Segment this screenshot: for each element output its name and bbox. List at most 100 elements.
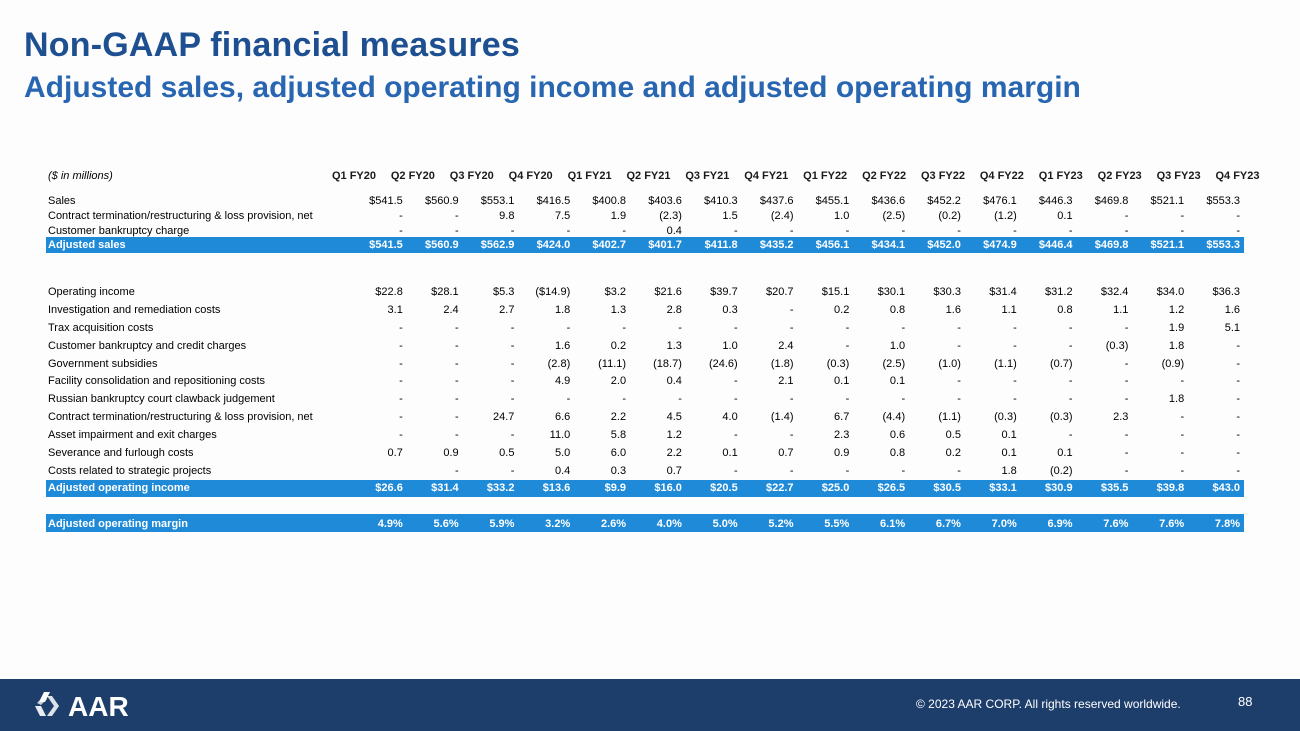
cell-value: $43.0 xyxy=(1188,480,1244,496)
cell-value: (2.3) xyxy=(659,209,682,222)
cell-value: - xyxy=(1236,393,1240,406)
cell-value: 0.4 xyxy=(666,224,682,237)
cell-value: 3.2% xyxy=(518,515,575,532)
cell-value: - xyxy=(622,321,627,334)
cell-value: - xyxy=(399,429,403,442)
adjusted-sales-table: Adjusted sales $541.5 $560.9 $562.9 $424.0 $4… xyxy=(46,237,1244,252)
operating-income-table: Operating income $22.8 $28.1 $5.3 ($14.9) $3.… xyxy=(46,283,1244,480)
cell-value: 7.5 xyxy=(554,209,571,222)
cell-value: (0.2) xyxy=(938,209,961,222)
column-header: Q2 FY22 xyxy=(862,170,907,182)
cell-value: - xyxy=(454,224,459,237)
cell-value: $34.0 xyxy=(1156,285,1185,298)
adjusted-operating-income-table: Adjusted operating income $26.6 $31.4 $33.2… xyxy=(46,480,1244,496)
logo-text: AAR xyxy=(68,691,129,722)
cell-value: - xyxy=(1236,357,1240,370)
cell-value: (1.1) xyxy=(994,357,1017,370)
cell-value: - xyxy=(1013,393,1017,406)
cell-value: 0.3 xyxy=(722,303,738,316)
cell-value: 6.9% xyxy=(1020,515,1077,532)
cell-value: 7.8% xyxy=(1188,515,1244,532)
cell-value: - xyxy=(399,357,403,370)
cell-value: $30.3 xyxy=(933,285,961,298)
cell-value: $26.6 xyxy=(351,480,407,496)
cell-value: 0.8 xyxy=(889,446,906,459)
cell-value: $39.7 xyxy=(710,285,738,298)
row-label: Adjusted operating income xyxy=(46,480,351,496)
cell-value: 2.8 xyxy=(666,303,682,316)
cell-value: - xyxy=(1124,429,1129,442)
cell-value: - xyxy=(734,464,738,477)
cell-value: (1.2) xyxy=(994,209,1017,222)
cell-value: $476.1 xyxy=(983,194,1017,207)
cell-value: 5.8 xyxy=(610,429,627,442)
cell-value: - xyxy=(734,429,738,442)
cell-value: - xyxy=(1068,375,1073,388)
cell-value: $469.8 xyxy=(1076,237,1133,252)
cell-value: 1.1 xyxy=(1113,303,1129,316)
cell-value: $20.7 xyxy=(765,285,794,298)
cell-value: - xyxy=(1180,446,1185,459)
cell-value: (11.1) xyxy=(598,357,627,370)
row-label: Sales xyxy=(48,194,76,207)
cell-value: $33.1 xyxy=(964,480,1021,496)
cell-value: $31.4 xyxy=(406,480,463,496)
cell-value: 0.1 xyxy=(1057,209,1073,222)
row-label: Customer bankruptcy charge xyxy=(48,224,190,237)
cell-value: - xyxy=(845,464,850,477)
cell-value: $30.1 xyxy=(877,285,906,298)
row-label: Government subsidies xyxy=(48,357,158,370)
cell-value: $28.1 xyxy=(431,285,459,298)
cell-value: $411.8 xyxy=(685,237,742,252)
cell-value: - xyxy=(510,429,515,442)
table-row: Trax acquisition costs - - - - - - - - - - - - - - 1.9 5… xyxy=(46,319,1244,337)
cell-value: (2.5) xyxy=(882,357,906,370)
cell-value: - xyxy=(1236,209,1240,222)
cell-value: 0.7 xyxy=(666,464,682,477)
cell-value: - xyxy=(957,321,961,334)
cell-value: $541.5 xyxy=(351,237,407,252)
cell-value: 5.9% xyxy=(462,515,519,532)
cell-value: 6.1% xyxy=(853,515,910,532)
cell-value: 2.6% xyxy=(574,515,631,532)
cell-value: - xyxy=(1236,446,1240,459)
cell-value: - xyxy=(454,209,459,222)
cell-value: 2.3 xyxy=(1113,411,1129,424)
cell-value: 4.5 xyxy=(666,411,682,424)
copyright-text: © 2023 AAR CORP. All rights reserved wor… xyxy=(916,697,1181,711)
cell-value: 0.7 xyxy=(387,446,403,459)
cell-value: - xyxy=(1236,224,1240,237)
cell-value: - xyxy=(1180,411,1185,424)
cell-value: $31.2 xyxy=(1045,285,1073,298)
cell-value: 1.0 xyxy=(834,209,850,222)
adjusted-operating-margin-overline xyxy=(46,514,1244,515)
table-row: Customer bankruptcy and credit charges - -… xyxy=(46,337,1244,355)
cell-value: - xyxy=(1236,464,1240,477)
cell-value: - xyxy=(510,464,515,477)
cell-value: $456.1 xyxy=(797,237,854,252)
cell-value: - xyxy=(845,321,850,334)
cell-value: - xyxy=(957,393,961,406)
table-row: Adjusted sales $541.5 $560.9 $562.9 $424.0 $4… xyxy=(46,237,1244,252)
cell-value: $416.5 xyxy=(536,194,571,207)
units-label: ($ in millions) xyxy=(48,170,113,182)
cell-value: - xyxy=(454,321,459,334)
cell-value: - xyxy=(510,321,515,334)
cell-value: - xyxy=(1068,321,1073,334)
cell-value: (1.8) xyxy=(770,357,794,370)
cell-value: $39.8 xyxy=(1132,480,1189,496)
cell-value: - xyxy=(789,224,794,237)
table-row: Contract termination/restructuring & los… xyxy=(46,208,1244,223)
cell-value: 1.0 xyxy=(722,339,738,352)
cell-value: - xyxy=(678,321,682,334)
cell-value: 4.9 xyxy=(554,375,571,388)
cell-value: $521.1 xyxy=(1150,194,1185,207)
cell-value: - xyxy=(1124,446,1129,459)
cell-value: 1.8 xyxy=(1168,393,1185,406)
row-label: Contract termination/restructuring & los… xyxy=(48,411,313,424)
cell-value: (0.7) xyxy=(1049,357,1073,370)
cell-value: $30.9 xyxy=(1020,480,1077,496)
cell-value: - xyxy=(399,224,403,237)
cell-value: $553.1 xyxy=(480,194,515,207)
cell-value: $33.2 xyxy=(462,480,519,496)
